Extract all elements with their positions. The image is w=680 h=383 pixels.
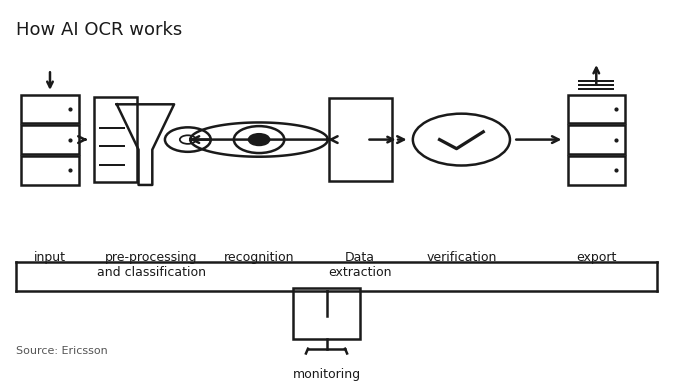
Circle shape	[165, 127, 211, 152]
Text: input: input	[34, 251, 66, 264]
Bar	[568, 95, 625, 123]
Bar	[94, 97, 137, 182]
Bar	[21, 125, 79, 154]
Circle shape	[180, 135, 196, 144]
Circle shape	[413, 114, 510, 165]
Bar	[328, 98, 392, 181]
Circle shape	[234, 126, 284, 153]
Bar	[21, 156, 79, 185]
Text: export: export	[576, 251, 617, 264]
Text: recognition: recognition	[224, 251, 294, 264]
Bar	[568, 125, 625, 154]
Text: pre-processing
and classification: pre-processing and classification	[97, 251, 205, 279]
Text: verification: verification	[426, 251, 496, 264]
Bar	[21, 95, 79, 123]
Text: Data
extraction: Data extraction	[328, 251, 392, 279]
Bar	[568, 156, 625, 185]
Circle shape	[249, 134, 269, 145]
Text: How AI OCR works: How AI OCR works	[16, 21, 182, 39]
Bar	[293, 288, 360, 339]
Text: monitoring: monitoring	[292, 368, 360, 381]
Text: Source: Ericsson: Source: Ericsson	[16, 345, 108, 355]
